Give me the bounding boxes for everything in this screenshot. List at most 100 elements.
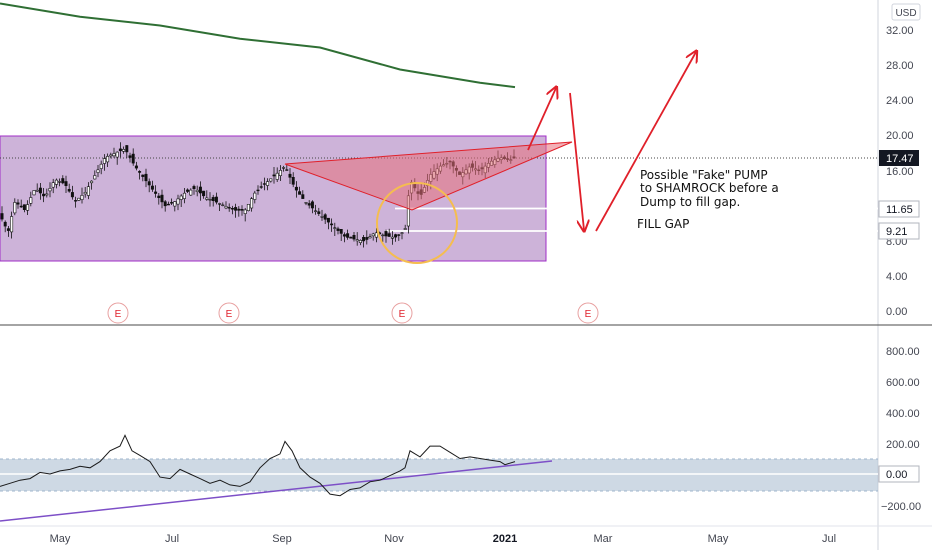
candle (35, 183, 39, 192)
candle (342, 232, 346, 243)
candle (179, 194, 183, 207)
svg-text:0.00: 0.00 (886, 469, 907, 481)
annotation: Possible "Fake" PUMP to SHAMROCK before … (640, 168, 779, 209)
candle (304, 202, 308, 206)
candle (10, 211, 14, 239)
candle (278, 165, 282, 181)
y-tick: 32.00 (886, 25, 914, 37)
candle (80, 187, 84, 204)
annotation-line-3: Dump to fill gap. (640, 195, 740, 209)
candle (307, 200, 311, 209)
candle (400, 232, 404, 240)
candle (19, 199, 23, 208)
candle (54, 178, 58, 189)
svg-text:USD: USD (895, 8, 916, 19)
candle (333, 222, 337, 236)
currency-badge[interactable]: USD (891, 3, 921, 21)
earnings-marker[interactable]: E (218, 302, 240, 324)
candle (189, 188, 193, 196)
y-tick: 400.00 (886, 408, 920, 420)
earnings-marker[interactable]: E (577, 302, 599, 324)
price-label-upper-gap: 11.65 (878, 200, 920, 218)
candle (198, 181, 202, 201)
y-tick: 16.00 (886, 166, 914, 178)
candle (96, 165, 100, 178)
candle (118, 142, 122, 158)
candle (64, 175, 68, 193)
oscillator-band (0, 459, 878, 491)
candle (186, 188, 190, 193)
candle (202, 190, 206, 199)
candle (259, 181, 263, 189)
candle (141, 174, 145, 182)
candle (61, 175, 65, 185)
candle (272, 167, 276, 184)
candle (288, 168, 292, 184)
candle (282, 165, 286, 172)
candle (320, 209, 324, 221)
price-label-lower-gap: 9.21 (878, 222, 920, 240)
x-tick: Mar (594, 533, 613, 545)
svg-text:17.47: 17.47 (886, 153, 914, 165)
dump-arrow (569, 92, 584, 230)
candle (330, 218, 334, 232)
candle (154, 185, 158, 198)
y-tick: 28.00 (886, 60, 914, 72)
candle (253, 190, 257, 204)
candle (166, 201, 170, 206)
candle (67, 183, 71, 193)
candle (77, 197, 81, 201)
y-tick: 4.00 (886, 271, 907, 283)
annotation-line-2: to SHAMROCK before a (640, 181, 779, 195)
candle (387, 228, 391, 237)
candle (352, 232, 356, 242)
candle (0, 206, 4, 222)
svg-text:E: E (226, 309, 233, 320)
oscillator-trendline (0, 460, 553, 522)
candle (221, 202, 225, 207)
candle (38, 183, 42, 200)
oscillator-axis: 800.00 600.00 400.00 200.00 −200.00 (881, 346, 921, 513)
candle (250, 197, 254, 212)
oscillator-zero-label: 0.00 (878, 465, 920, 483)
candle (157, 193, 161, 205)
candle (99, 160, 103, 175)
candle (323, 213, 327, 224)
svg-text:E: E (115, 309, 122, 320)
earnings-markers: E E E E (107, 302, 599, 324)
candle (211, 194, 215, 207)
candle (74, 196, 78, 208)
y-tick: 600.00 (886, 377, 920, 389)
candle (13, 198, 17, 216)
candle (362, 235, 366, 248)
candle (160, 189, 164, 209)
candle (336, 226, 340, 235)
y-tick: 200.00 (886, 439, 920, 451)
candle (106, 153, 110, 167)
candle (346, 229, 350, 240)
candle (266, 178, 270, 191)
candle (314, 204, 318, 215)
candle (218, 202, 222, 211)
candle (131, 148, 135, 166)
candle (58, 178, 62, 187)
candle (83, 187, 87, 198)
candle (125, 145, 129, 158)
candle (317, 207, 321, 216)
x-tick: 2021 (493, 533, 517, 545)
earnings-marker[interactable]: E (391, 302, 413, 324)
candle (374, 228, 378, 243)
y-tick: 24.00 (886, 95, 914, 107)
svg-text:E: E (585, 309, 592, 320)
earnings-marker[interactable]: E (107, 302, 129, 324)
candle (397, 234, 401, 241)
candle (6, 226, 10, 237)
pump-arrow (527, 88, 556, 151)
svg-text:E: E (399, 309, 406, 320)
candle (109, 152, 113, 159)
y-tick: 0.00 (886, 306, 907, 318)
candle (128, 152, 132, 163)
gap-circle (376, 182, 458, 264)
candle (275, 167, 279, 182)
